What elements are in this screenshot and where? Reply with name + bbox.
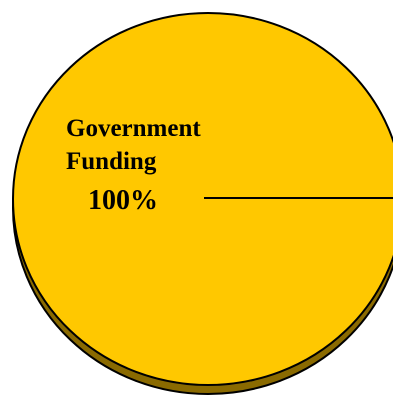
pie-slice-government-funding (12, 12, 393, 386)
slice-label-line-1: Government (66, 115, 201, 142)
slice-label-line-2: Funding (66, 148, 157, 175)
slice-value-label: 100% (88, 185, 158, 216)
